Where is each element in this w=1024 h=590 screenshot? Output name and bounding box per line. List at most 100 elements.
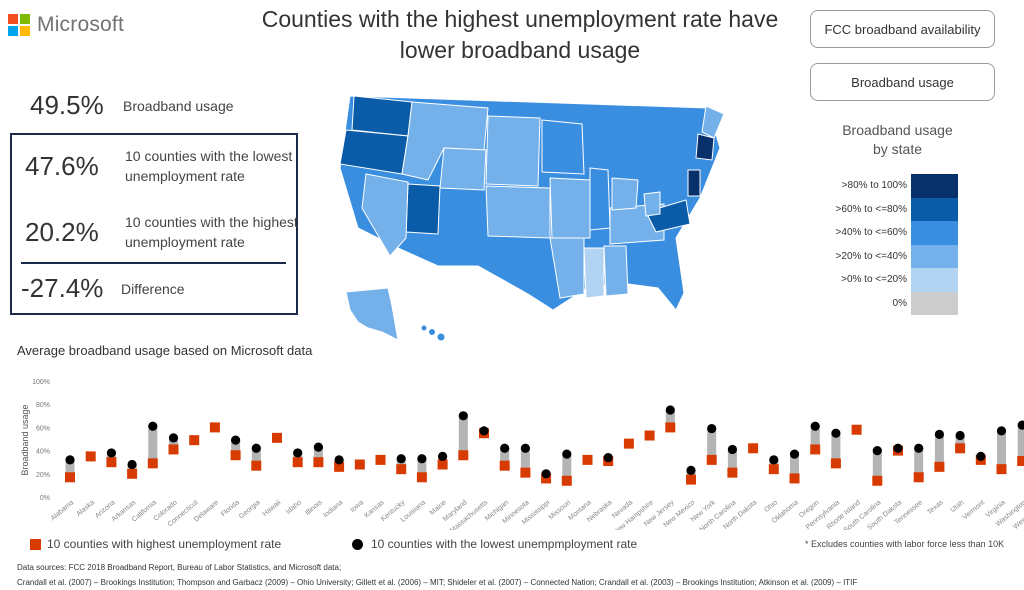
point-lowest-unemployment [148,421,158,431]
point-highest-unemployment [375,454,386,465]
point-highest-unemployment [706,454,717,465]
map-legend-label: >40% to <=60% [835,227,907,239]
point-highest-unemployment [541,473,552,484]
range-bar [1017,425,1024,462]
point-lowest-unemployment [872,446,882,456]
map-legend-item: >20% to <=40% [818,244,958,268]
point-highest-unemployment [416,472,427,483]
point-lowest-unemployment [831,428,841,438]
point-lowest-unemployment [334,455,344,465]
point-lowest-unemployment [789,449,800,459]
point-highest-unemployment [272,432,282,443]
stat-lowest-label-line-1: 10 counties with the lowest [125,148,293,164]
stats-divider [21,262,286,264]
point-lowest-unemployment [603,452,613,463]
point-highest-unemployment [65,472,75,483]
x-tick-label: Indiana [322,499,344,519]
map-legend-item: >60% to <=80% [818,197,958,221]
stat-overall-label: Broadband usage [123,97,234,114]
page-title-line-1: Counties with the highest unemployment r… [261,6,779,32]
map-legend-swatch [911,244,958,268]
y-axis-label: Broadband usage [20,404,30,475]
map-legend-title: Broadband usage by state [830,121,965,159]
map-state-virginia [645,199,691,233]
map-legend-label: 0% [892,297,907,309]
range-bar [872,450,882,481]
point-highest-unemployment [851,424,862,435]
point-highest-unemployment [230,450,241,461]
point-lowest-unemployment [231,435,241,445]
point-lowest-unemployment [686,465,696,475]
point-lowest-unemployment [955,430,965,441]
x-tick-label: Illinois [304,499,324,517]
black-circle-icon [352,538,363,550]
stat-overall: 49.5% Broadband usage [30,90,303,121]
range-bar [727,449,737,473]
point-highest-unemployment [251,460,262,471]
legend-key-lowest-label: 10 counties with the lowest unempmployme… [371,537,638,551]
map-legend-swatch [911,291,958,315]
fcc-broadband-availability-button[interactable]: FCC broadband availability [810,10,995,48]
map-state-kansas-nebraska [485,185,551,239]
range-bar [790,454,799,479]
stat-highest-label-line-1: 10 counties with the highest [125,214,298,230]
point-lowest-unemployment [1017,420,1024,430]
map-state-alabama [603,245,629,297]
range-bar [665,410,675,428]
stat-difference: -27.4% Difference [21,273,301,304]
point-highest-unemployment [334,461,345,472]
stat-highest-value: 20.2% [25,216,99,247]
map-legend-label: >0% to <=20% [841,274,907,286]
range-bar [810,426,820,450]
map-legend-title-line-1: Broadband usage [842,122,953,138]
range-bar [313,447,323,463]
point-highest-unemployment [623,438,634,449]
data-sources-line: Data sources: FCC 2018 Broadband Report,… [17,563,342,572]
point-highest-unemployment [686,474,696,485]
point-highest-unemployment [810,444,821,455]
point-lowest-unemployment [769,455,779,465]
map-legend: >80% to 100% >60% to <=80% >40% to <=60% >2… [818,174,958,315]
map-state-utah [405,183,441,235]
point-highest-unemployment [85,451,96,462]
point-highest-unemployment [354,459,365,470]
brand-name: Microsoft [37,13,124,36]
map-state-washington [351,95,413,137]
point-lowest-unemployment [127,459,137,470]
y-tick-label: 40% [36,449,50,456]
broadband-usage-button[interactable]: Broadband usage [810,63,995,101]
range-bar [997,430,1006,470]
point-lowest-unemployment [500,443,510,453]
point-highest-unemployment [561,475,572,486]
point-highest-unemployment [665,422,676,433]
point-lowest-unemployment [251,443,261,453]
range-bar [955,435,965,449]
x-tick-label: Vermont [962,499,987,521]
map-state-illinois [589,167,611,231]
point-highest-unemployment [189,435,200,446]
range-bar [251,448,261,466]
point-highest-unemployment [106,457,117,468]
point-lowest-unemployment [479,426,489,436]
point-highest-unemployment [168,444,179,455]
range-bar [458,415,468,456]
map-state-new-jersey [687,169,701,197]
point-lowest-unemployment [934,429,945,439]
map-legend-item: >0% to <=20% [818,268,958,292]
legend-key-highest: 10 counties with highest unemployment ra… [30,537,281,551]
point-lowest-unemployment [914,443,924,453]
map-state-hawaii-3 [437,333,445,341]
point-lowest-unemployment [313,442,323,452]
range-bar [417,458,427,478]
x-tick-label: Idaho [285,499,303,516]
map-state-indiana-ohio [611,177,639,211]
map-state-hawaii-2 [429,329,435,335]
point-lowest-unemployment [417,454,427,464]
map-legend-swatch [911,197,958,221]
point-lowest-unemployment [438,451,448,461]
point-highest-unemployment [872,475,883,486]
legend-key-lowest: 10 counties with the lowest unempmployme… [352,537,637,551]
stats-comparison-box [10,133,298,315]
stat-lowest: 47.6% 10 counties with the lowest unempl… [25,146,305,186]
point-highest-unemployment [913,472,924,483]
